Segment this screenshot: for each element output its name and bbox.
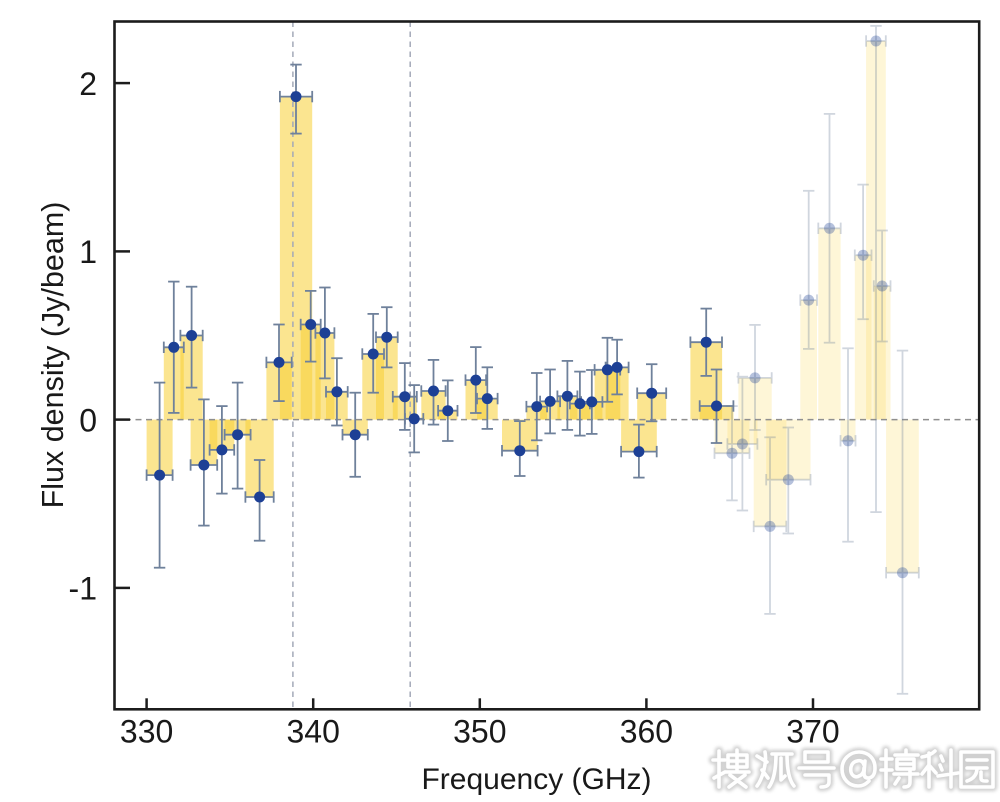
svg-text:370: 370 [786, 713, 839, 749]
svg-text:-1: -1 [69, 571, 97, 607]
svg-text:0: 0 [79, 402, 97, 438]
svg-text:330: 330 [120, 713, 173, 749]
svg-text:Flux density (Jy/beam): Flux density (Jy/beam) [36, 202, 70, 509]
svg-text:2: 2 [79, 66, 97, 102]
svg-text:340: 340 [287, 713, 340, 749]
svg-text:1: 1 [79, 234, 97, 270]
svg-text:360: 360 [620, 713, 673, 749]
svg-text:350: 350 [453, 713, 506, 749]
svg-text:Frequency (GHz): Frequency (GHz) [421, 763, 651, 796]
